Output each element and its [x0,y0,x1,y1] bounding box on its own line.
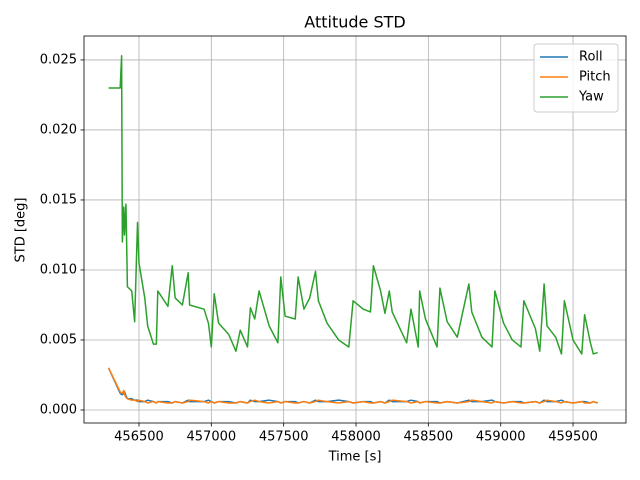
x-axis-label: Time [s] [328,450,382,465]
y-tick-label: 0.025 [40,52,77,67]
y-tick-label: 0.000 [40,402,77,417]
chart-title: Attitude STD [304,13,405,32]
y-tick-label: 0.005 [40,332,77,347]
y-tick-label: 0.015 [40,192,77,207]
x-tick-label: 458500 [404,430,454,445]
x-tick-label: 458000 [331,430,381,445]
legend-label: Roll [579,50,603,65]
x-tick-label: 457000 [187,430,237,445]
x-tick-label: 457500 [259,430,309,445]
x-tick-label: 456500 [114,430,164,445]
x-tick-label: 459000 [476,430,526,445]
y-axis-label: STD [deg] [14,198,29,263]
x-tick-label: 459500 [548,430,598,445]
series-line [108,54,598,355]
legend-label: Yaw [578,90,604,105]
y-tick-label: 0.020 [40,122,77,137]
plot-frame [83,35,627,424]
series-line [107,367,598,404]
y-tick-label: 0.010 [40,262,77,277]
legend-label: Pitch [579,70,611,85]
legend-box [533,43,619,113]
